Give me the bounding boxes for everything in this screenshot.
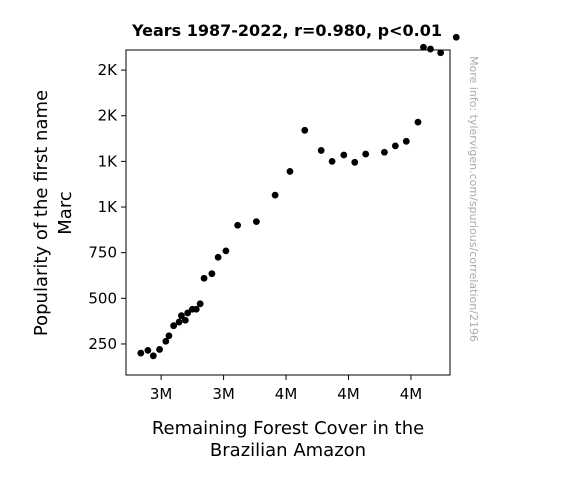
data-point [165, 332, 173, 340]
y-tick-label: 2K [98, 107, 119, 125]
data-point [222, 247, 230, 255]
x-tick-label: 4M [275, 385, 298, 403]
data-point [427, 45, 434, 53]
data-point [208, 270, 216, 278]
data-point [178, 312, 185, 320]
x-axis-label-line-1: Remaining Forest Cover in the [152, 418, 424, 439]
data-point [200, 274, 208, 282]
watermark: More info: tylervigen.com/spurious/corre… [467, 56, 480, 342]
data-point [196, 300, 204, 308]
data-point [162, 337, 170, 345]
x-tick-label: 4M [400, 385, 423, 403]
data-point [156, 346, 163, 353]
data-point [437, 49, 445, 57]
data-point [286, 168, 294, 175]
data-point [414, 118, 422, 126]
y-tick-label: 250 [88, 335, 117, 353]
data-point [340, 151, 348, 159]
y-tick-label: 500 [88, 289, 117, 307]
y-axis-label-line-2: Marc [55, 191, 76, 234]
x-tick-label: 4M [337, 385, 360, 403]
data-point [317, 147, 325, 154]
data-point [391, 142, 399, 150]
y-tick-label: 750 [88, 244, 117, 262]
x-tick-label: 3M [150, 385, 173, 403]
data-point [362, 150, 370, 158]
data-point [175, 318, 183, 326]
data-point [402, 137, 410, 145]
data-point [420, 43, 427, 51]
data-point [144, 346, 152, 354]
data-point [252, 218, 260, 226]
y-axis-label-line-1: Popularity of the first name [31, 90, 52, 336]
data-point [170, 322, 178, 330]
x-axis: 3M 3M 4M 4M 4M [150, 375, 422, 403]
data-point [452, 33, 460, 41]
data-point [137, 349, 145, 357]
data-point [351, 158, 359, 166]
data-point [381, 148, 388, 156]
data-point [181, 316, 189, 324]
y-axis: 250 500 750 1K 1K 2K 2K [88, 61, 126, 353]
data-points [137, 33, 460, 360]
data-point [149, 352, 157, 360]
data-point [192, 305, 200, 313]
data-point [234, 221, 242, 229]
y-tick-label: 2K [98, 61, 119, 79]
data-point [184, 309, 192, 317]
x-tick-label: 3M [212, 385, 235, 403]
y-tick-label: 1K [98, 152, 119, 170]
data-point [328, 157, 336, 165]
data-point [214, 253, 222, 261]
data-point [271, 191, 279, 199]
data-point [301, 126, 309, 134]
y-tick-label: 1K [98, 198, 119, 216]
chart-title: Years 1987-2022, r=0.980, p<0.01 [131, 21, 442, 40]
x-axis-label-line-2: Brazilian Amazon [210, 440, 366, 461]
